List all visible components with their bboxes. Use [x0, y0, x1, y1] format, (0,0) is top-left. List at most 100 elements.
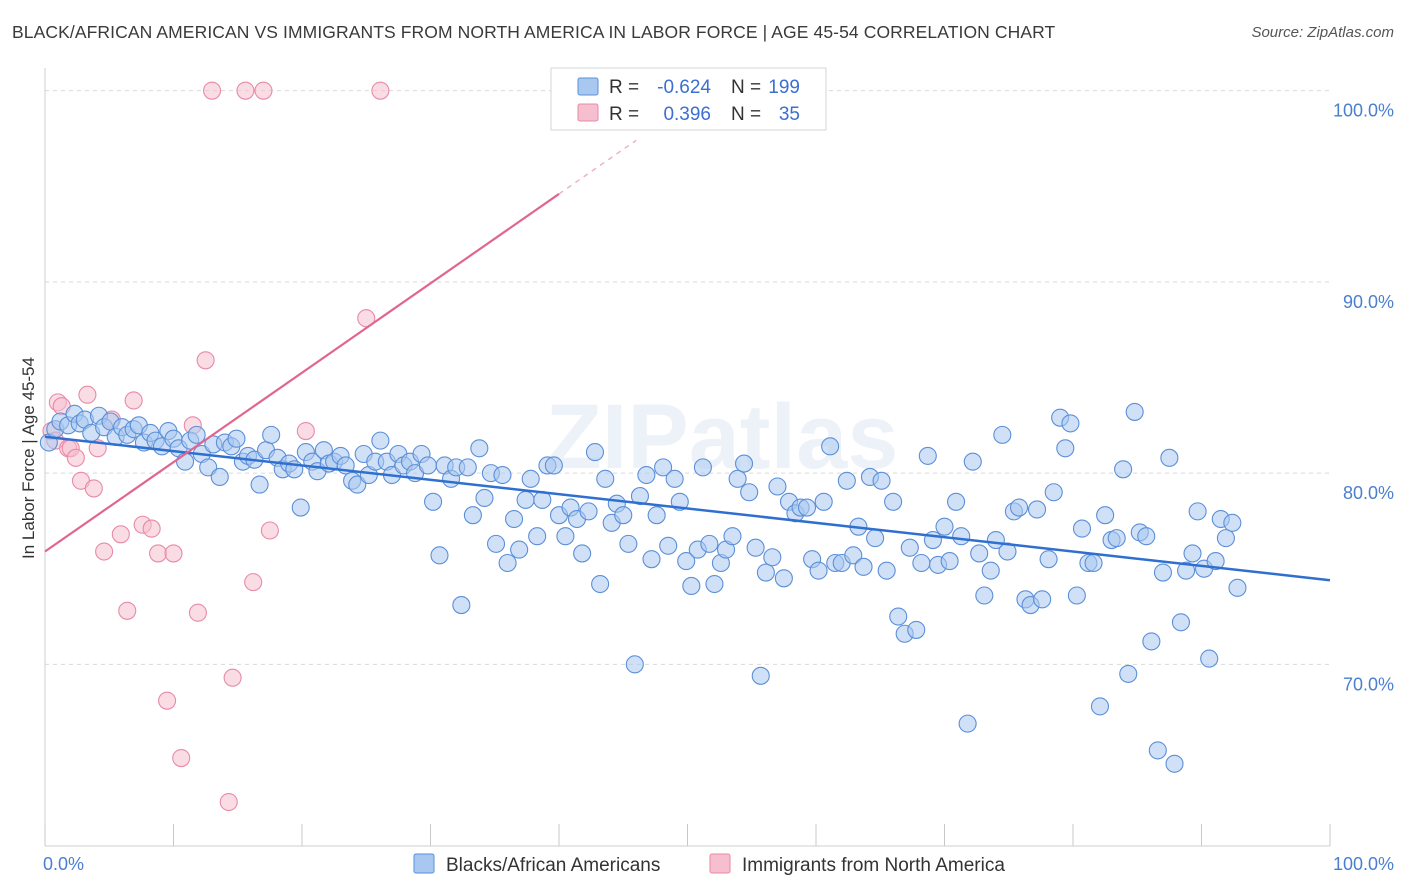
legend-n-label-blue: N =: [731, 77, 761, 98]
immigrants-point: [95, 542, 114, 561]
blacks-point: [1033, 590, 1052, 609]
blacks-point: [693, 458, 712, 477]
blacks-point: [728, 469, 747, 488]
blacks-point: [596, 469, 615, 488]
blacks-point: [475, 488, 494, 508]
blacks-point: [814, 492, 833, 511]
blacks-point: [647, 506, 666, 525]
blacks-point: [970, 544, 989, 563]
blacks-point: [452, 596, 471, 615]
blacks-point: [654, 458, 673, 477]
blacks-point: [1027, 500, 1047, 519]
blacks-point: [797, 498, 817, 517]
immigrants-point: [142, 519, 161, 538]
blacks-point: [1228, 578, 1247, 597]
blacks-point: [1223, 513, 1242, 532]
blacks-point: [262, 425, 281, 444]
blacks-point: [493, 465, 512, 485]
blacks-point: [1084, 553, 1103, 573]
blacks-point: [250, 475, 269, 494]
blacks-point: [993, 425, 1012, 444]
blacks-point: [424, 492, 443, 511]
blacks-point: [746, 538, 765, 557]
blacks-point: [877, 561, 896, 580]
blacks-point: [1165, 754, 1184, 773]
blacks-point: [1125, 402, 1144, 421]
immigrants-point: [158, 691, 177, 710]
blacks-point: [740, 483, 759, 502]
blacks-point: [677, 552, 696, 571]
x-tick-label-right: 100.0%: [1333, 854, 1394, 874]
immigrants-point: [118, 601, 137, 620]
blacks-point: [1183, 544, 1202, 563]
blacks-point: [912, 553, 931, 573]
blacks-point: [1177, 561, 1196, 580]
blacks-point: [981, 561, 1000, 580]
blacks-point: [907, 620, 926, 639]
blacks-point: [751, 666, 770, 685]
blacks-point: [470, 439, 489, 458]
y-axis-label: In Labor Force | Age 45-54: [19, 357, 38, 559]
blacks-point: [619, 534, 638, 553]
immigrants-point: [66, 448, 85, 467]
correlation-legend: R = -0.624 N = 199 R = 0.396 N = 35: [550, 67, 827, 131]
blacks-point: [821, 437, 840, 456]
immigrants-point: [236, 81, 255, 100]
immigrants-point: [244, 573, 263, 592]
trend-line-blacks: [44, 435, 1331, 582]
blacks-point: [573, 544, 592, 563]
blacks-point: [866, 529, 885, 548]
immigrants-point: [172, 748, 191, 768]
series-legend-swatch-blue: [413, 853, 435, 874]
blacks-point: [498, 553, 517, 573]
blacks-point: [1119, 664, 1138, 683]
blacks-point: [642, 550, 661, 569]
blacks-point: [734, 454, 754, 473]
blacks-point: [637, 465, 656, 485]
legend-r-label-pink: R =: [609, 104, 639, 125]
blacks-point: [1090, 697, 1110, 716]
immigrants-point: [84, 479, 103, 498]
blacks-point: [700, 534, 719, 553]
blacks-point: [291, 498, 310, 517]
blacks-point: [837, 471, 856, 490]
blacks-point: [1206, 552, 1225, 571]
immigrants-point: [254, 81, 273, 100]
blacks-point: [1142, 632, 1161, 651]
blacks-point: [809, 561, 828, 580]
legend-r-value-pink: 0.396: [663, 104, 711, 125]
immigrants-point: [188, 603, 207, 622]
legend-n-label-pink: N =: [731, 104, 761, 125]
blacks-point: [585, 443, 605, 462]
blacks-point: [975, 586, 994, 605]
blacks-point: [614, 506, 633, 525]
blacks-point: [1096, 506, 1115, 525]
trend-line-immigrants-extension: [558, 139, 637, 195]
blacks-point: [504, 509, 524, 529]
immigrants-point: [111, 525, 130, 544]
blacks-point: [705, 574, 724, 594]
blacks-point: [682, 576, 701, 595]
blacks-point: [723, 527, 742, 546]
immigrants-point: [260, 521, 279, 540]
blacks-point: [1072, 519, 1092, 538]
blacks-point: [556, 527, 575, 546]
immigrants-point: [78, 385, 97, 404]
blacks-point: [176, 452, 195, 471]
legend-n-value-pink: 35: [779, 104, 800, 125]
blacks-point: [625, 655, 644, 674]
trend-lines: [44, 139, 1331, 582]
blacks-point: [844, 546, 863, 565]
legend-swatch-blue: [577, 77, 599, 96]
blacks-point: [659, 536, 678, 555]
blacks-point: [1160, 448, 1179, 467]
blacks-point: [528, 527, 547, 546]
blacks-point: [544, 456, 563, 475]
blacks-point: [768, 477, 787, 496]
blacks-point: [227, 429, 246, 448]
blacks-point: [918, 446, 937, 465]
immigrants-point: [196, 351, 215, 370]
legend-r-value-blue: -0.624: [657, 77, 711, 98]
blacks-point: [579, 502, 598, 521]
